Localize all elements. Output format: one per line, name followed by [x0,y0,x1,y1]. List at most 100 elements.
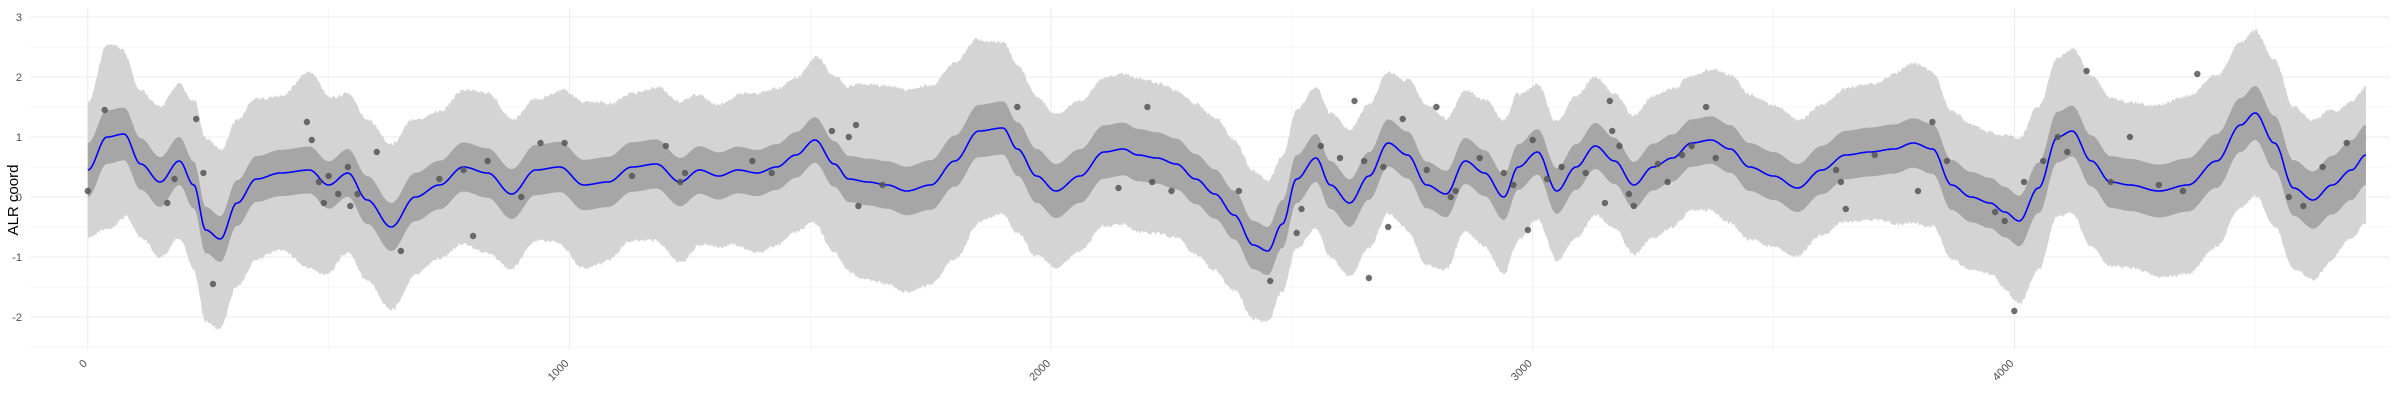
observation-point [1688,142,1695,150]
observation-point [677,178,684,186]
observation-point [1115,184,1122,192]
observation-point [335,190,342,198]
observation-point [2179,187,2187,195]
observation-point [347,202,354,210]
observation-point [1351,97,1358,105]
y-tick-label: -1 [12,252,22,264]
observation-point [2001,217,2008,225]
observation-point [1317,142,1325,150]
observation-point [1842,205,1850,213]
observation-point [1500,169,1508,177]
observation-point [1433,103,1440,111]
observation-point [561,139,568,147]
y-tick-label: -2 [12,312,22,324]
observation-point [2126,133,2134,141]
observation-point [1630,202,1638,210]
observation-point [2040,157,2047,165]
observation-point [209,280,217,288]
observation-point [1510,181,1517,189]
observation-point [2319,163,2326,171]
observation-point [1385,223,1392,231]
observation-point [2107,178,2114,186]
observation-point [1149,178,1156,186]
observation-point [1943,157,1951,165]
x-tick-label: 1000 [546,358,572,384]
observation-point [1423,166,1430,174]
observation-point [1399,115,1406,123]
y-tick-label: 2 [16,72,22,84]
observation-point [373,148,380,156]
observation-point [1871,151,1878,159]
observation-point [193,115,200,123]
x-tick-label: 0 [77,358,90,371]
observation-point [484,157,491,165]
observation-point [1616,142,1623,150]
observation-point [1267,277,1274,285]
y-tick-label: 3 [16,12,22,24]
observation-point [2064,148,2071,156]
y-tick-label: 1 [16,132,22,144]
observation-point [460,166,467,174]
observation-point [1293,229,1300,237]
observation-point [1609,127,1616,135]
observation-point [200,169,207,177]
observation-point [1991,208,1999,216]
observation-point [2054,133,2061,141]
observation-point [1476,154,1483,162]
credible-bands [87,28,2366,330]
observation-point [315,178,323,186]
observation-point [1606,97,1614,105]
observation-point [1558,163,1565,171]
x-tick-label: 3000 [1509,358,1535,384]
observation-point [1712,154,1719,162]
observation-point [1380,163,1387,171]
observation-point [1837,178,1845,186]
observation-point [1702,103,1710,111]
observation-point [171,175,178,183]
outer-credible-band [87,28,2366,330]
observation-point [325,172,332,180]
observation-point [2083,67,2090,75]
observation-point [1929,118,1936,126]
observation-point [344,163,352,171]
observation-point [84,187,92,195]
observation-point [2194,70,2201,78]
observation-point [2011,307,2018,315]
observation-point [1601,199,1609,207]
observation-point [1654,160,1662,168]
observation-point [628,172,636,180]
observation-point [436,175,443,183]
observation-point [354,190,361,198]
observation-point [2285,193,2293,201]
observation-point [1529,136,1536,144]
observation-point [2300,202,2307,210]
observation-point [855,202,862,210]
x-tick-label: 4000 [1991,358,2017,384]
y-tick-label: 0 [16,192,22,204]
observation-point [518,193,525,201]
observation-point [1365,274,1373,282]
observation-point [320,199,327,207]
mean-line [87,112,2367,252]
observation-point [1582,169,1589,177]
mean-curve [87,112,2367,252]
observation-point [303,118,311,126]
observation-point [469,232,477,240]
observation-point [1452,187,1459,195]
observation-point [852,121,860,129]
observation-point [1298,205,1305,213]
observation-point [662,142,669,150]
observation-point [397,247,405,255]
observation-point [879,181,886,189]
observation-point [1014,103,1021,111]
observation-point [2155,181,2162,189]
observation-point [1664,178,1671,186]
observation-point [768,169,775,177]
observation-point [2020,178,2028,186]
observation-point [749,157,756,165]
observation-point [1524,226,1532,234]
observation-point [1144,103,1151,111]
observation-point [1914,187,1922,195]
inner-credible-band [87,86,2366,276]
